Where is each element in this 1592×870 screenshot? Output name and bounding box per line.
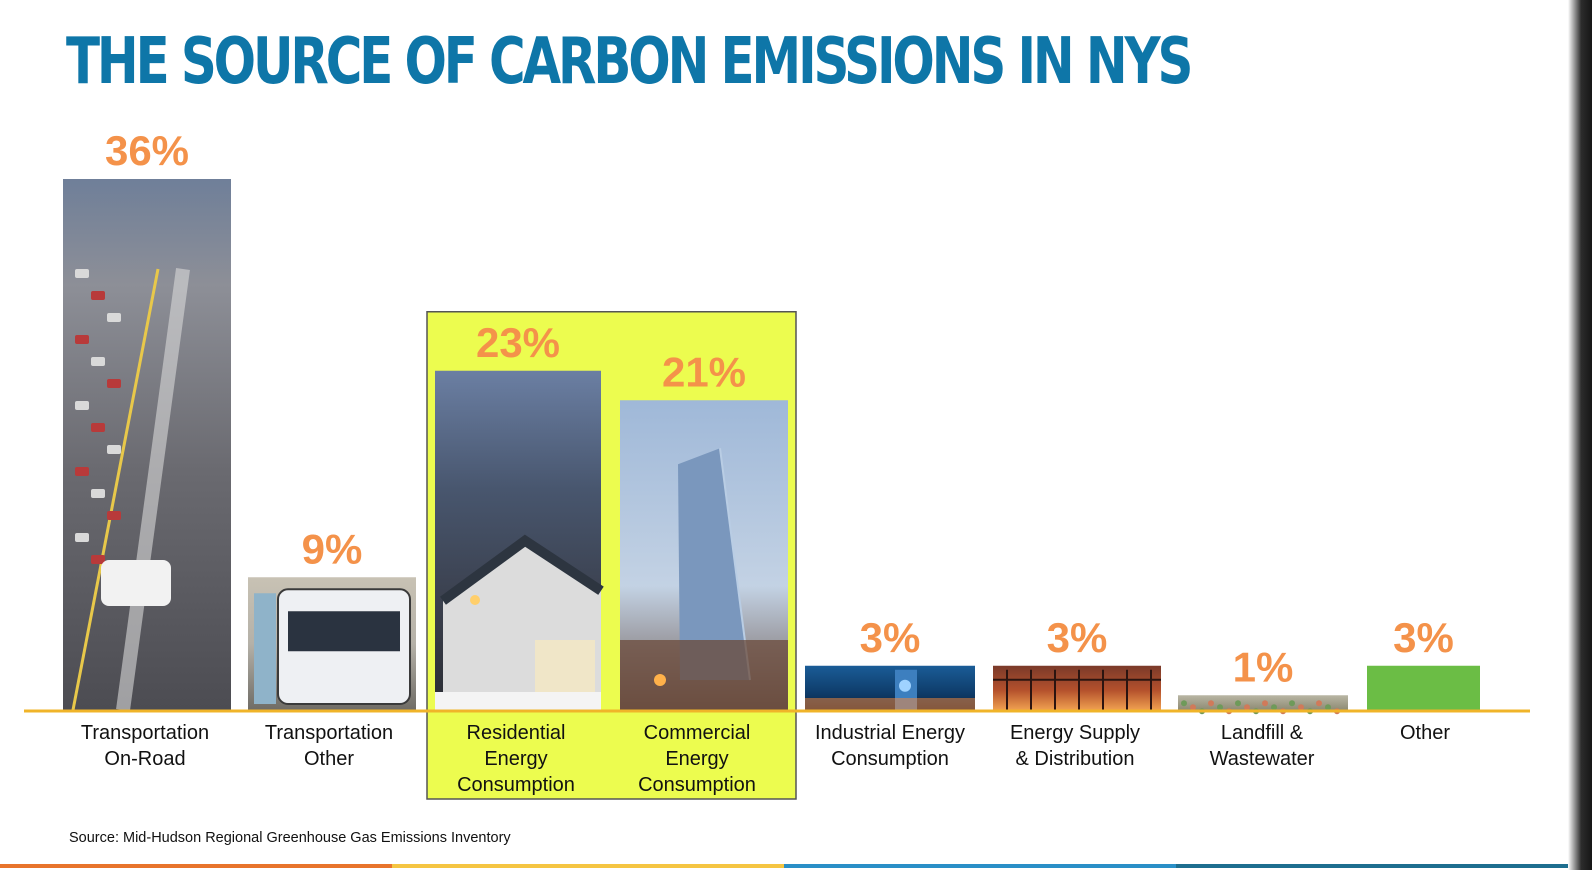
bar-commercial-energy-consumption (620, 400, 788, 710)
category-label-transportation-on-road: Transportation On-Road (80, 722, 210, 770)
power-substation-image (993, 665, 1161, 710)
bar-other (1367, 665, 1480, 710)
value-label-residential-energy-consumption: 23% (476, 319, 560, 366)
footer-segment-3 (1176, 864, 1568, 868)
value-label-industrial-energy-consumption: 3% (860, 614, 921, 661)
category-label-landfill-wastewater: Landfill & Wastewater (1209, 722, 1315, 770)
bar-industrial-energy-consumption (805, 665, 975, 710)
category-label-residential-energy-consumption: Residential Energy Consumption (457, 722, 575, 796)
value-label-transportation-other: 9% (302, 525, 363, 572)
category-label-industrial-energy-consumption: Industrial Energy Consumption (814, 722, 966, 770)
value-label-commercial-energy-consumption: 21% (662, 348, 746, 395)
footer-segment-1 (392, 864, 784, 868)
value-label-other: 3% (1393, 614, 1454, 661)
bar-residential-energy-consumption (435, 370, 604, 710)
category-label-other: Other (1399, 722, 1451, 744)
bar-transportation-other (248, 577, 416, 710)
category-label-transportation-other: Transportation Other (264, 722, 394, 770)
footer-segment-2 (784, 864, 1176, 868)
window-edge (1568, 0, 1592, 870)
category-label-commercial-energy-consumption: Commercial Energy Consumption (638, 722, 756, 796)
page-title: THE SOURCE OF CARBON EMISSIONS IN NYS (66, 25, 1193, 99)
value-label-energy-supply-distribution: 3% (1047, 614, 1108, 661)
source-note: Source: Mid-Hudson Regional Greenhouse G… (69, 830, 511, 846)
value-label-transportation-on-road: 36% (105, 127, 189, 174)
bar-energy-supply-distribution (993, 665, 1161, 710)
footer-segment-0 (0, 864, 392, 868)
value-label-landfill-wastewater: 1% (1233, 643, 1294, 690)
solid-green-image (1367, 665, 1480, 710)
bar-transportation-on-road (63, 179, 231, 711)
footer-color-bar (0, 864, 1568, 870)
category-label-energy-supply-distribution: Energy Supply & Distribution (1009, 722, 1141, 770)
